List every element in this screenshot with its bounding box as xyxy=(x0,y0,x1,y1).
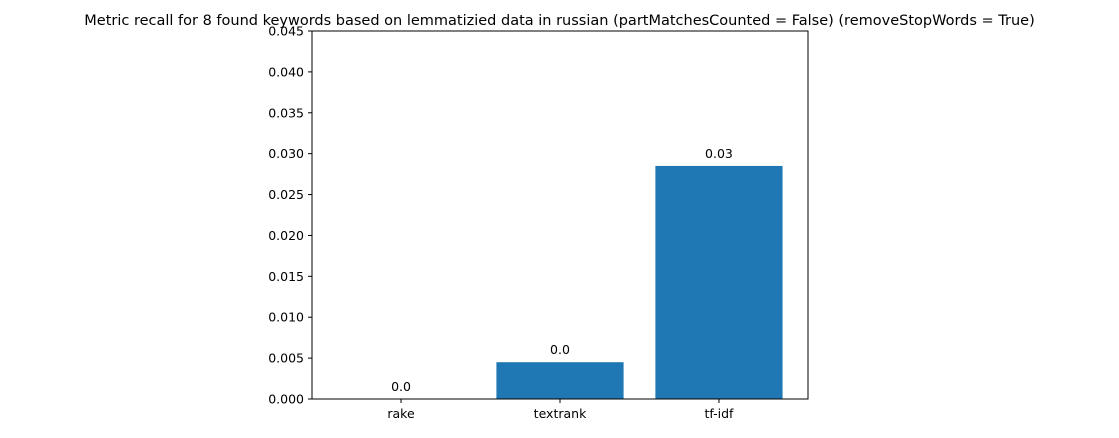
y-axis: 0.000 0.005 0.010 0.015 0.020 0.025 0.030 0.035… xyxy=(268,24,312,407)
y-tick-label: 0.000 xyxy=(268,392,304,407)
x-axis: rake textrank tf-idf xyxy=(387,399,734,421)
data-label-tf-idf: 0.03 xyxy=(705,146,733,161)
data-labels-group: 0.0 0.0 0.03 xyxy=(391,146,733,394)
y-tick-label: 0.015 xyxy=(268,269,304,284)
y-tick-label: 0.025 xyxy=(268,187,304,202)
bar-textrank xyxy=(496,362,624,399)
data-label-textrank: 0.0 xyxy=(550,342,570,357)
y-tick-label: 0.010 xyxy=(268,310,304,325)
bars-group xyxy=(496,165,783,399)
y-tick-label: 0.030 xyxy=(268,146,304,161)
y-tick-label: 0.045 xyxy=(268,24,304,39)
y-tick-label: 0.035 xyxy=(268,105,304,120)
chart-title: Metric recall for 8 found keywords based… xyxy=(84,13,1034,29)
x-tick-label-textrank: textrank xyxy=(534,406,587,421)
y-tick-label: 0.040 xyxy=(268,64,304,79)
y-tick-label: 0.005 xyxy=(268,351,304,366)
y-tick-label: 0.020 xyxy=(268,228,304,243)
x-tick-label-tf-idf: tf-idf xyxy=(705,406,735,421)
x-tick-label-rake: rake xyxy=(387,406,415,421)
data-label-rake: 0.0 xyxy=(391,379,411,394)
bar-tf-idf xyxy=(655,165,783,399)
